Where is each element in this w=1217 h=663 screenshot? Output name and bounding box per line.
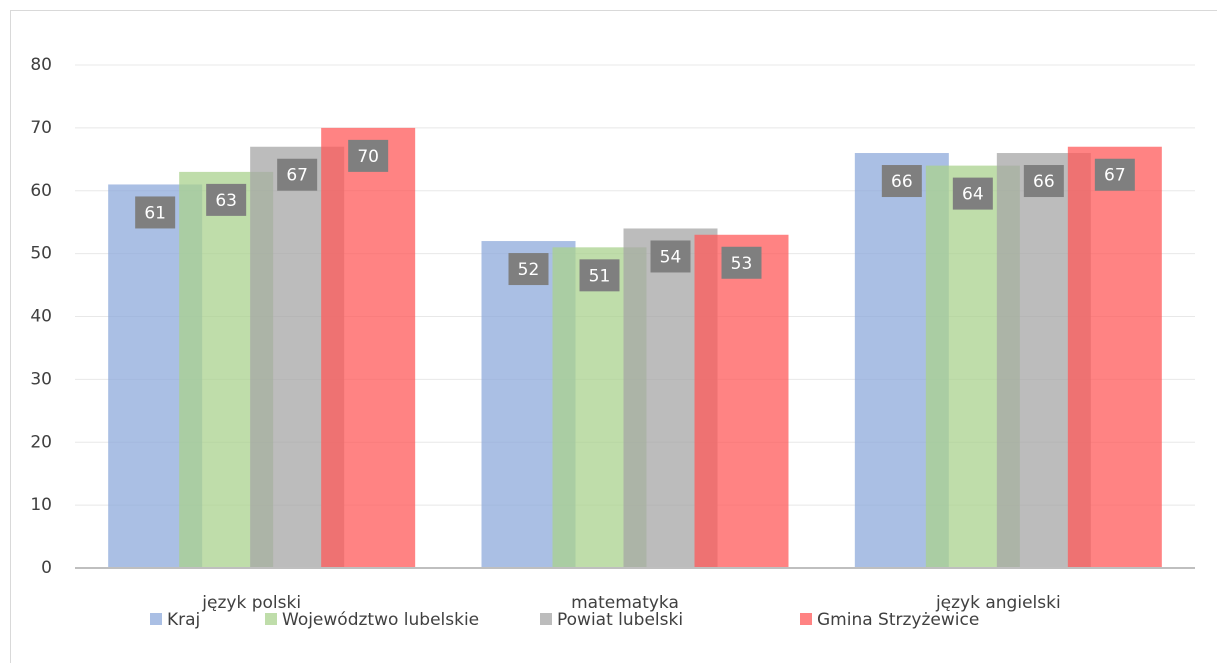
legend-swatch (800, 613, 812, 625)
bar (321, 127, 416, 568)
y-tick-label: 20 (30, 432, 52, 452)
y-tick-label: 50 (30, 244, 52, 264)
data-label: 61 (144, 203, 166, 223)
legend-label: Gmina Strzyżewice (817, 610, 979, 630)
data-label-box (1023, 165, 1064, 198)
data-label-box (650, 240, 691, 273)
x-tick-label: język angielski (935, 593, 1061, 613)
data-label-box (135, 196, 176, 229)
data-label: 64 (962, 185, 984, 205)
data-label-box (508, 253, 549, 286)
data-label: 54 (660, 247, 682, 267)
y-tick-label: 0 (41, 558, 52, 578)
legend-label: Kraj (167, 610, 200, 630)
data-label: 53 (731, 254, 753, 274)
data-label-box (579, 259, 620, 292)
legend-label: Województwo lubelskie (282, 610, 479, 630)
data-label: 63 (215, 191, 237, 211)
data-label: 66 (1033, 172, 1055, 192)
data-label: 52 (518, 260, 540, 280)
data-label: 70 (357, 147, 379, 167)
y-tick-label: 60 (30, 181, 52, 201)
data-label-box (881, 165, 922, 198)
data-label: 67 (1104, 166, 1126, 186)
data-label-box (1094, 158, 1135, 191)
x-tick-label: matematyka (571, 593, 679, 613)
data-label: 67 (286, 166, 308, 186)
bar (694, 234, 789, 568)
bar (1067, 146, 1162, 569)
y-tick-label: 70 (30, 118, 52, 138)
data-label: 51 (589, 266, 611, 286)
legend-swatch (265, 613, 277, 625)
x-tick-label: język polski (201, 593, 301, 613)
y-tick-label: 80 (30, 55, 52, 75)
y-tick-label: 30 (30, 369, 52, 389)
data-label-box (952, 177, 993, 210)
data-label-box (277, 158, 318, 191)
data-label-box (206, 183, 247, 216)
y-tick-label: 40 (30, 307, 52, 327)
legend-label: Powiat lubelski (557, 610, 683, 630)
legend-swatch (540, 613, 552, 625)
data-label: 66 (891, 172, 913, 192)
legend-swatch (150, 613, 162, 625)
data-label-box (721, 246, 762, 279)
y-tick-label: 10 (30, 495, 52, 515)
data-label-box (348, 139, 389, 172)
